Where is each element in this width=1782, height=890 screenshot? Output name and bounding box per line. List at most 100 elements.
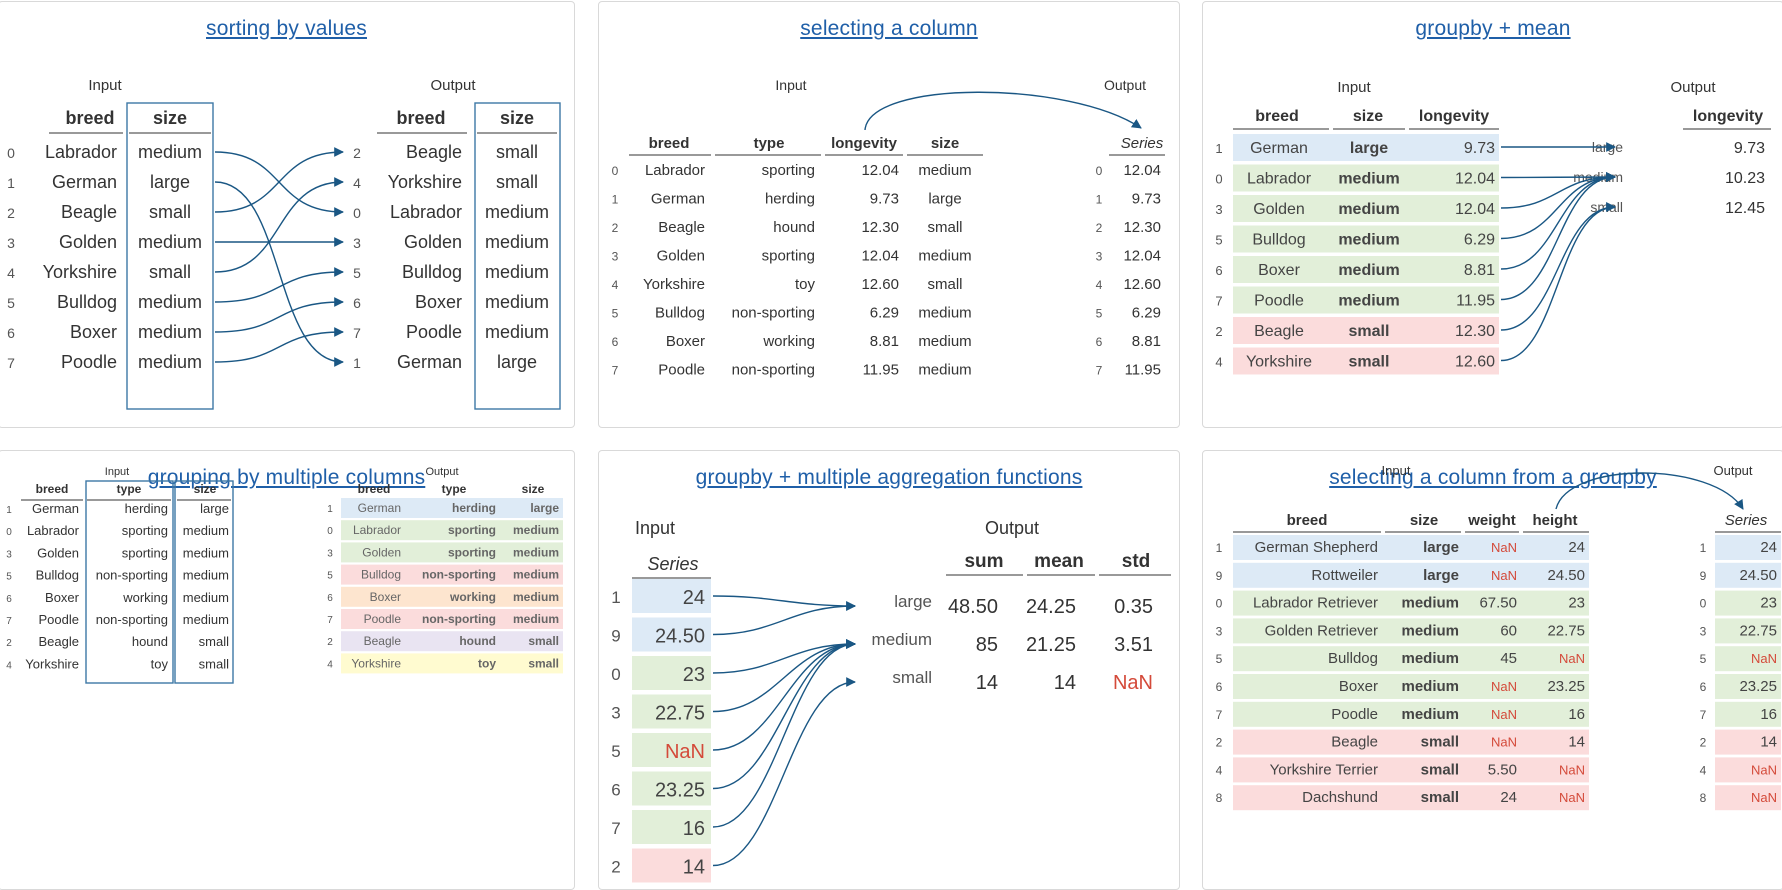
group-row-fill xyxy=(1233,535,1589,560)
series-value: 23 xyxy=(683,664,705,686)
breed-cell: Poodle xyxy=(406,322,462,342)
mapping-arrow xyxy=(1500,202,1616,362)
group-key-box xyxy=(85,480,174,684)
group-row-fill xyxy=(1233,286,1499,314)
row-index: 6 xyxy=(1096,335,1103,349)
row-index: 8 xyxy=(1216,791,1223,805)
row-index: 4 xyxy=(1700,763,1707,777)
breed-cell: Bulldog xyxy=(361,568,401,582)
group-row-fill xyxy=(1715,646,1781,672)
group-row-fill xyxy=(632,771,711,806)
breed-cell: Labrador xyxy=(645,162,705,179)
row-index: 3 xyxy=(1700,624,1707,638)
column-select-arrow xyxy=(1555,472,1744,510)
column-header: breed xyxy=(649,135,690,152)
breed-cell: Labrador xyxy=(1247,171,1312,188)
height-cell: 16 xyxy=(1568,706,1585,723)
row-index: 9 xyxy=(1216,569,1223,583)
breed-cell: Dachshund xyxy=(1302,789,1378,806)
size-cell: small xyxy=(496,142,538,162)
column-header: type xyxy=(117,482,142,496)
longevity-cell: 11.95 xyxy=(863,362,899,379)
size-cell: medium xyxy=(1338,262,1399,279)
group-row-fill xyxy=(1715,674,1781,699)
row-index: 1 xyxy=(1215,141,1222,156)
card-grouping-by-multiple-columns: grouping by multiple columns Input Output… xyxy=(0,450,575,890)
title-selecting-column-from-groupby[interactable]: selecting a column from a groupby xyxy=(1329,466,1657,489)
mean-value: 9.73 xyxy=(1734,140,1765,157)
group-row-fill xyxy=(341,653,563,674)
type-cell: non-sporting xyxy=(732,305,815,322)
row-index: 7 xyxy=(7,355,15,371)
group-row-fill xyxy=(1233,701,1589,727)
size-cell: medium xyxy=(138,292,202,312)
row-index: 0 xyxy=(1216,597,1223,611)
sort-key-box xyxy=(126,102,214,410)
longevity-cell: 11.95 xyxy=(1456,293,1495,310)
title-groupby-mean[interactable]: groupby + mean xyxy=(1415,17,1571,40)
size-cell: medium xyxy=(1401,595,1459,612)
size-cell: large xyxy=(150,172,190,192)
breed-cell: Beagle xyxy=(61,202,117,222)
row-index: 4 xyxy=(7,265,15,281)
row-index: 2 xyxy=(611,858,620,877)
breed-cell: Beagle xyxy=(1254,323,1304,340)
weight-cell: 45 xyxy=(1500,650,1517,667)
breed-cell: Poodle xyxy=(1331,706,1378,723)
size-cell: medium xyxy=(138,142,202,162)
type-cell: non-sporting xyxy=(96,612,168,627)
group-row-fill xyxy=(1715,785,1781,811)
column-header: size xyxy=(1410,512,1438,529)
row-index: 5 xyxy=(612,307,619,321)
row-index: 4 xyxy=(353,175,361,191)
type-cell: sporting xyxy=(122,523,168,538)
row-index: 6 xyxy=(7,325,15,341)
title-selecting-a-column[interactable]: selecting a column xyxy=(800,17,978,40)
column-header: breed xyxy=(65,108,114,128)
title-grouping-by-multiple-columns[interactable]: grouping by multiple columns xyxy=(147,466,426,489)
card-groupby-mean: groupby + mean Input Output breed size longe… xyxy=(1202,1,1782,428)
size-cell: large xyxy=(1423,567,1459,584)
agg-value: 0.35 xyxy=(1114,596,1153,618)
group-row-fill xyxy=(632,579,711,613)
row-index: 5 xyxy=(7,295,15,311)
series-value: 12.30 xyxy=(1123,219,1161,236)
size-cell: medium xyxy=(138,322,202,342)
mean-value: 12.45 xyxy=(1725,200,1765,217)
group-row-fill xyxy=(1233,195,1499,222)
mapping-arrow xyxy=(1500,172,1616,182)
size-cell: small xyxy=(149,202,191,222)
size-cell: medium xyxy=(183,568,229,583)
group-label: medium xyxy=(872,630,932,649)
size-cell: small xyxy=(528,634,559,648)
title-groupby-multiple-aggregation[interactable]: groupby + multiple aggregation functions xyxy=(695,466,1083,489)
input-label: Input xyxy=(635,518,675,538)
breed-cell: Yorkshire xyxy=(43,262,117,282)
breed-cell: Beagle xyxy=(1331,734,1378,751)
title-sorting-by-values[interactable]: sorting by values xyxy=(206,17,367,40)
breed-cell: Bulldog xyxy=(1252,232,1305,249)
row-index: 3 xyxy=(612,250,619,264)
series-value: 22.75 xyxy=(1739,622,1777,639)
mapping-arrow xyxy=(712,639,856,790)
weight-cell: 60 xyxy=(1500,622,1517,639)
breed-cell: Golden xyxy=(362,545,401,559)
longevity-cell: 8.81 xyxy=(870,333,899,350)
size-cell: large xyxy=(1350,140,1388,157)
height-cell: 24.50 xyxy=(1547,567,1585,584)
series-value: 14 xyxy=(1760,734,1777,751)
row-index: 3 xyxy=(327,548,333,559)
type-cell: non-sporting xyxy=(422,612,496,626)
column-header: size xyxy=(153,108,187,128)
column-header: size xyxy=(931,135,959,152)
column-from-groupby-diagram: Input Output breed size weight height 1 German … xyxy=(1216,463,1781,811)
mapping-arrow xyxy=(1500,202,1616,331)
row-index: 4 xyxy=(327,659,333,670)
agg-value: 85 xyxy=(976,634,998,656)
size-cell: medium xyxy=(138,352,202,372)
row-index: 6 xyxy=(612,335,619,349)
breed-cell: Labrador xyxy=(390,202,462,222)
size-cell: medium xyxy=(1338,232,1399,249)
group-row-fill xyxy=(1233,785,1589,811)
row-index: 5 xyxy=(1096,307,1103,321)
